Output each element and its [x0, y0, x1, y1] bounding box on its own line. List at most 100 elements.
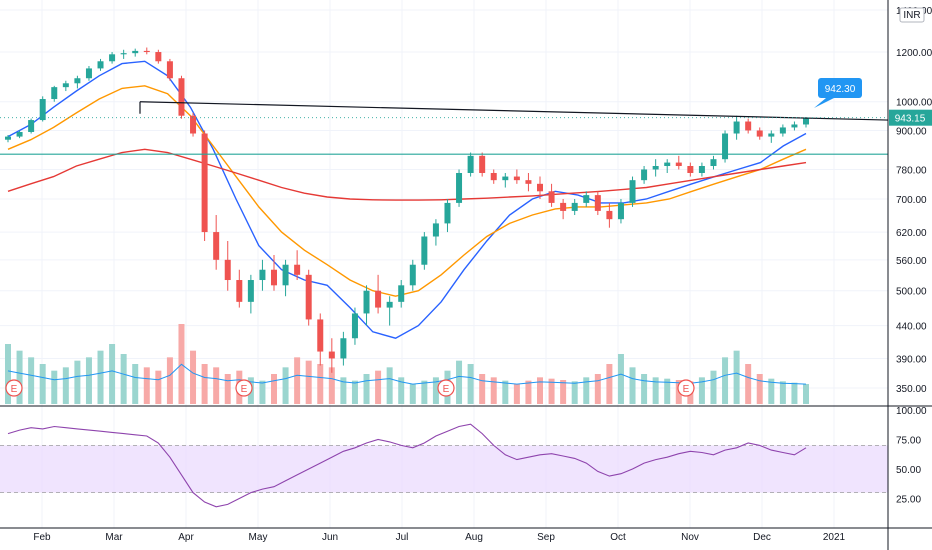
candle-body [467, 155, 474, 173]
volume-bar [120, 354, 127, 404]
callout-box [818, 78, 862, 98]
volume-bar [16, 350, 23, 404]
last-price-tag-text: 943.15 [895, 114, 926, 125]
candle-body [28, 120, 35, 132]
rsi-band [0, 445, 888, 493]
candle-body [224, 259, 231, 281]
y-tick-label: 1000.00 [896, 98, 932, 109]
volume-bar [85, 357, 92, 404]
x-tick-label: Mar [105, 532, 123, 543]
volume-bar [5, 344, 11, 404]
candle-body [617, 202, 624, 220]
volume-bar [132, 364, 139, 404]
candle-body [675, 162, 682, 167]
candle-body [282, 264, 289, 286]
y-tick-label: 390.00 [896, 354, 927, 365]
candle-body [664, 162, 671, 167]
x-tick-label: Jul [396, 532, 409, 543]
volume-bar [756, 374, 763, 404]
candle-body [62, 83, 69, 88]
y-tick-label: 500.00 [896, 287, 927, 298]
volume-bar [421, 380, 428, 404]
candle-body [698, 166, 705, 173]
volume-bar [143, 367, 150, 404]
y-tick-label: 780.00 [896, 165, 927, 176]
candle-body [710, 159, 717, 167]
candle-body [502, 176, 509, 181]
volume-bar [803, 384, 809, 404]
volume-bar [340, 377, 347, 404]
volume-bar [537, 377, 543, 404]
candle-body [294, 264, 301, 275]
candle-body [560, 202, 567, 211]
volume-bar [328, 367, 335, 404]
volume-bar [224, 374, 231, 404]
candle-body [363, 290, 370, 314]
volume-bar [409, 384, 416, 404]
volume-bar [386, 367, 393, 404]
x-tick-label: Sep [537, 532, 555, 543]
candle-body [386, 301, 393, 308]
candle-body [351, 313, 358, 339]
candle-body [398, 285, 405, 302]
candle-body [259, 269, 266, 281]
candle-body [74, 78, 81, 84]
candle-body [733, 121, 740, 134]
earnings-marker [437, 379, 455, 397]
candle-body [432, 223, 439, 237]
volume-bar [479, 374, 486, 404]
candle-body [571, 202, 578, 211]
volume-bar [502, 380, 509, 404]
callout-text: 942.30 [825, 84, 856, 95]
rsi-tick-label: 100.00 [896, 406, 927, 417]
volume-bar [779, 381, 786, 404]
candle-body [525, 180, 532, 184]
volume-bar [109, 344, 116, 404]
candle-body [629, 180, 636, 203]
volume-bars [5, 324, 809, 404]
y-tick-label: 900.00 [896, 126, 927, 137]
volume-bar [155, 370, 162, 404]
y-tick-label: 350.00 [896, 384, 927, 395]
volume-bar [513, 384, 520, 404]
candle-body [178, 78, 185, 116]
volume-bar [722, 357, 729, 404]
x-tick-label: Nov [681, 532, 699, 543]
volume-bar [456, 360, 463, 404]
candle-body [583, 195, 590, 203]
candle-body [305, 274, 312, 320]
volume-bar [213, 367, 220, 404]
volume-bar [629, 367, 636, 404]
volume-bar [594, 374, 601, 404]
rsi-panel [0, 423, 888, 508]
y-tick-label: 1200.00 [896, 48, 932, 59]
y-tick-label: 440.00 [896, 322, 927, 333]
earnings-marker-label: E [241, 384, 248, 395]
price-tags: 943.15 942.30 [814, 78, 932, 126]
candle-body [641, 169, 648, 181]
candle-body [5, 136, 11, 140]
volume-bar [294, 357, 301, 404]
candle-body [109, 54, 116, 62]
x-tick-label: Dec [753, 532, 771, 543]
volume-bar [74, 360, 81, 404]
candle-body [247, 280, 254, 302]
volume-bar [62, 367, 69, 404]
callout-pointer [814, 98, 834, 108]
earnings-marker [235, 379, 253, 397]
earnings-marker-label: E [443, 384, 450, 395]
x-tick-label: May [249, 532, 268, 543]
candle-body [328, 351, 335, 359]
candle-body [340, 338, 347, 359]
x-tick-label: Apr [178, 532, 194, 543]
volume-bar [652, 377, 659, 404]
ema-line [7, 60, 807, 339]
candle-body [375, 290, 382, 308]
resistance-line [139, 101, 889, 121]
candle-body [190, 115, 197, 134]
candle-body [271, 269, 277, 286]
